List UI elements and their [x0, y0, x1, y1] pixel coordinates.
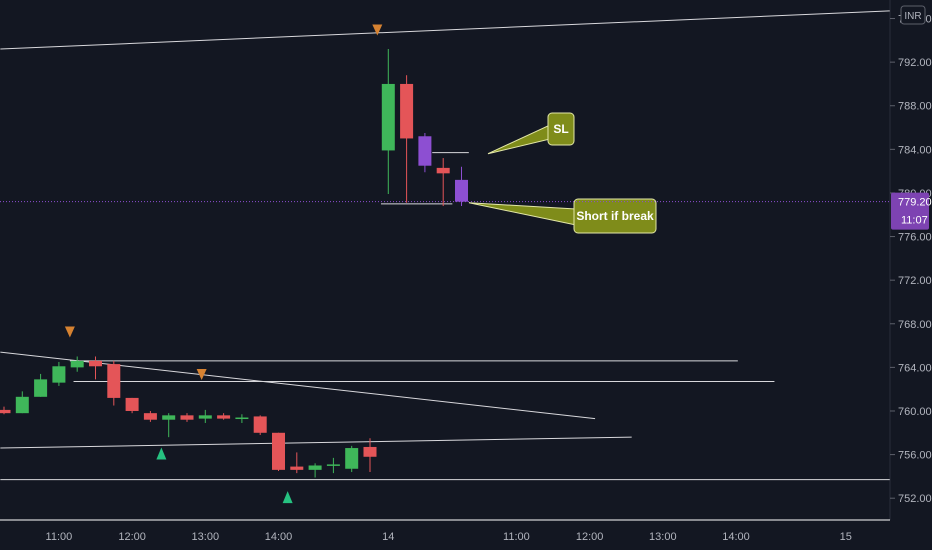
price-tag[interactable]: 779.20 11:07	[891, 192, 932, 230]
price-tick-label: 792.00	[898, 57, 932, 69]
time-tick-label: 13:00	[192, 531, 220, 543]
candle-body	[107, 364, 121, 398]
down-arrow-icon	[196, 369, 207, 381]
down-arrow-icon	[64, 326, 75, 338]
candle-body	[217, 415, 231, 419]
countdown-label: 11:07	[901, 215, 928, 227]
candle-body	[34, 379, 48, 397]
short-callout-box[interactable]	[573, 198, 657, 234]
candle-body	[381, 83, 395, 151]
candle-body	[0, 409, 11, 414]
price-tick-label: 768.00	[898, 319, 932, 331]
candle-body	[272, 432, 285, 470]
candlesticks	[0, 49, 468, 478]
candle-body	[70, 360, 84, 368]
candle-body	[326, 464, 340, 466]
candle-body	[418, 136, 432, 166]
time-tick-label: 12:00	[576, 531, 604, 543]
time-tick-label: 11:00	[503, 531, 530, 543]
last-price-label: 779.20	[898, 197, 932, 209]
candle-body	[143, 413, 157, 420]
sl-callout-label: SL	[553, 122, 568, 136]
signal-markers	[64, 24, 383, 504]
candle-body	[235, 417, 249, 420]
callouts[interactable]: SL Short if break	[468, 112, 657, 234]
trendline[interactable]	[0, 10, 890, 50]
time-axis[interactable]: 11:00 12:00 13:00 14:00 14 11:00 12:00 13:00 14:…	[46, 531, 852, 543]
candle-body	[180, 415, 194, 420]
price-tick-label: 788.00	[898, 101, 932, 113]
candle-body	[400, 83, 414, 139]
price-axis[interactable]: 752.00 756.00 760.00 764.00 768.00 772.00 776.…	[890, 14, 932, 506]
price-tick-label: 756.00	[898, 450, 932, 462]
short-callout-label: Short if break	[576, 209, 654, 223]
price-tick-label: 752.00	[898, 493, 932, 505]
trendlines[interactable]	[0, 10, 890, 481]
candle-body	[198, 415, 212, 419]
candle-body	[308, 465, 322, 470]
up-arrow-icon	[156, 447, 167, 460]
time-tick-label: 12:00	[118, 531, 146, 543]
candle-body	[52, 366, 66, 383]
time-tick-label: 13:00	[649, 531, 677, 543]
time-tick-label: 14:00	[265, 531, 293, 543]
candle-body	[162, 415, 176, 420]
price-tick-label: 764.00	[898, 362, 932, 374]
candle-body	[253, 416, 267, 433]
price-tick-label: 760.00	[898, 406, 932, 418]
time-tick-label: 15	[840, 531, 852, 543]
candle-body	[89, 360, 102, 367]
currency-badge-label: INR	[904, 11, 921, 22]
price-tick-label: 772.00	[898, 275, 932, 287]
candle-body	[363, 446, 377, 457]
currency-badge[interactable]: INR	[900, 5, 926, 25]
price-tag-box	[891, 192, 929, 230]
up-arrow-icon	[282, 491, 293, 504]
candle-body	[290, 466, 304, 470]
candle-body	[15, 396, 29, 414]
trendline[interactable]	[0, 436, 632, 449]
candle-body	[125, 397, 139, 411]
candle-body	[345, 448, 359, 469]
time-tick-label: 14	[382, 531, 394, 543]
time-tick-label: 14:00	[722, 531, 750, 543]
time-tick-label: 11:00	[46, 531, 73, 543]
currency-badge-box	[900, 5, 926, 25]
candle-body	[436, 167, 450, 174]
candle-body	[455, 179, 468, 202]
price-tick-label: 776.00	[898, 232, 932, 244]
sl-callout-box[interactable]	[547, 112, 575, 146]
down-arrow-icon	[372, 24, 383, 36]
price-tick-label: 784.00	[898, 144, 932, 156]
